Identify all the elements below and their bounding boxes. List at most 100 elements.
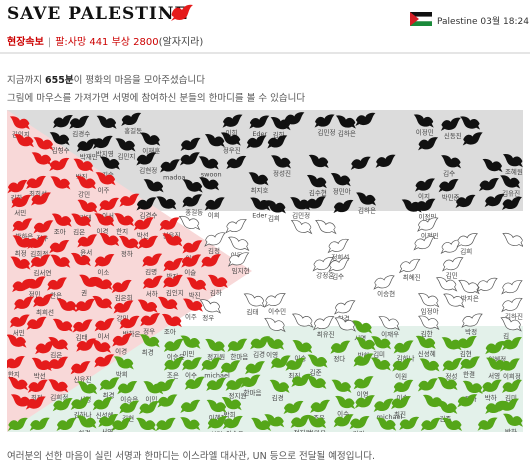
red-dove-icon[interactable] (7, 334, 27, 348)
green-dove-icon[interactable] (206, 377, 227, 392)
green-dove-icon[interactable] (373, 398, 394, 412)
black-dove-icon[interactable] (401, 199, 422, 213)
green-dove-icon[interactable] (155, 378, 176, 393)
red-dove-icon[interactable] (26, 316, 47, 330)
white-dove-icon[interactable] (413, 236, 435, 251)
red-dove-icon[interactable] (52, 318, 73, 332)
green-dove-icon[interactable] (290, 414, 311, 429)
green-dove-icon[interactable] (220, 360, 241, 374)
black-dove-icon[interactable] (248, 172, 269, 186)
black-dove-icon[interactable] (156, 196, 177, 210)
red-dove-icon[interactable] (7, 356, 25, 369)
green-dove-icon[interactable] (460, 356, 481, 370)
green-dove-icon[interactable] (481, 379, 502, 393)
site-title[interactable]: SAVE PALESTINE (7, 4, 189, 24)
white-dove-icon[interactable] (458, 279, 480, 295)
green-dove-icon[interactable] (499, 358, 520, 372)
white-dove-icon[interactable] (500, 317, 522, 332)
green-dove-icon[interactable] (485, 400, 506, 414)
green-dove-icon[interactable] (98, 413, 119, 428)
green-dove-icon[interactable] (163, 357, 184, 371)
green-dove-icon[interactable] (221, 396, 242, 411)
green-dove-icon[interactable] (70, 396, 91, 411)
green-dove-icon[interactable] (399, 416, 420, 431)
red-dove-icon[interactable] (70, 361, 91, 375)
green-dove-icon[interactable] (462, 380, 483, 394)
red-dove-icon[interactable] (73, 158, 94, 172)
green-dove-icon[interactable] (353, 376, 374, 390)
red-dove-icon[interactable] (48, 336, 69, 351)
green-dove-icon[interactable] (92, 397, 113, 411)
black-dove-icon[interactable] (500, 175, 521, 189)
red-dove-icon[interactable] (138, 235, 159, 250)
black-dove-icon[interactable] (335, 115, 356, 129)
black-dove-icon[interactable] (306, 174, 327, 189)
red-dove-icon[interactable] (92, 295, 113, 310)
red-dove-icon[interactable] (77, 234, 98, 248)
red-dove-icon[interactable] (31, 152, 52, 166)
white-dove-icon[interactable] (334, 317, 356, 332)
white-dove-icon[interactable] (476, 277, 498, 293)
green-dove-icon[interactable] (485, 341, 506, 355)
green-dove-icon[interactable] (7, 417, 28, 431)
green-dove-icon[interactable] (181, 357, 202, 371)
green-dove-icon[interactable] (240, 374, 261, 388)
green-dove-icon[interactable] (207, 416, 228, 430)
white-dove-icon[interactable] (225, 219, 247, 234)
red-dove-icon[interactable] (162, 233, 183, 247)
black-dove-icon[interactable] (92, 135, 113, 150)
white-dove-icon[interactable] (328, 257, 350, 273)
green-dove-icon[interactable] (392, 358, 413, 372)
red-dove-icon[interactable] (142, 253, 163, 267)
green-dove-icon[interactable] (391, 396, 412, 410)
black-dove-icon[interactable] (226, 155, 247, 170)
black-dove-icon[interactable] (418, 137, 439, 151)
green-dove-icon[interactable] (376, 417, 397, 431)
black-dove-icon[interactable] (204, 197, 225, 211)
red-dove-icon[interactable] (49, 240, 70, 254)
green-dove-icon[interactable] (119, 400, 140, 414)
red-dove-icon[interactable] (112, 333, 133, 347)
red-dove-icon[interactable] (157, 296, 178, 310)
green-dove-icon[interactable] (422, 394, 443, 409)
red-dove-icon[interactable] (76, 176, 97, 190)
red-dove-icon[interactable] (25, 396, 46, 410)
red-dove-icon[interactable] (50, 176, 71, 190)
red-dove-icon[interactable] (72, 319, 93, 333)
black-dove-icon[interactable] (502, 196, 522, 210)
white-dove-icon[interactable] (417, 217, 439, 232)
black-dove-icon[interactable] (462, 132, 483, 146)
green-dove-icon[interactable] (417, 378, 438, 392)
red-dove-icon[interactable] (207, 274, 228, 288)
green-dove-icon[interactable] (155, 417, 176, 431)
white-dove-icon[interactable] (312, 316, 335, 331)
black-dove-icon[interactable] (290, 197, 311, 211)
green-dove-icon[interactable] (163, 338, 184, 353)
green-dove-icon[interactable] (371, 336, 392, 350)
white-dove-icon[interactable] (204, 232, 226, 247)
green-dove-icon[interactable] (457, 394, 478, 408)
black-dove-icon[interactable] (199, 177, 220, 191)
red-dove-icon[interactable] (99, 197, 120, 212)
green-dove-icon[interactable] (503, 413, 523, 427)
red-dove-icon[interactable] (182, 240, 203, 254)
green-dove-icon[interactable] (117, 381, 138, 395)
red-dove-icon[interactable] (33, 220, 54, 234)
green-dove-icon[interactable] (222, 415, 243, 430)
red-dove-icon[interactable] (49, 157, 70, 172)
green-dove-icon[interactable] (76, 415, 97, 429)
red-dove-icon[interactable] (119, 315, 140, 330)
black-dove-icon[interactable] (479, 177, 500, 192)
green-dove-icon[interactable] (136, 417, 157, 431)
green-dove-icon[interactable] (111, 417, 132, 431)
black-dove-icon[interactable] (182, 194, 203, 208)
green-dove-icon[interactable] (77, 381, 98, 395)
red-dove-icon[interactable] (99, 233, 120, 247)
green-dove-icon[interactable] (331, 379, 352, 393)
green-dove-icon[interactable] (292, 339, 313, 354)
black-dove-icon[interactable] (333, 199, 354, 214)
black-dove-icon[interactable] (267, 135, 288, 149)
white-dove-icon[interactable] (264, 293, 286, 308)
red-dove-icon[interactable] (159, 217, 180, 231)
red-dove-icon[interactable] (77, 199, 98, 213)
